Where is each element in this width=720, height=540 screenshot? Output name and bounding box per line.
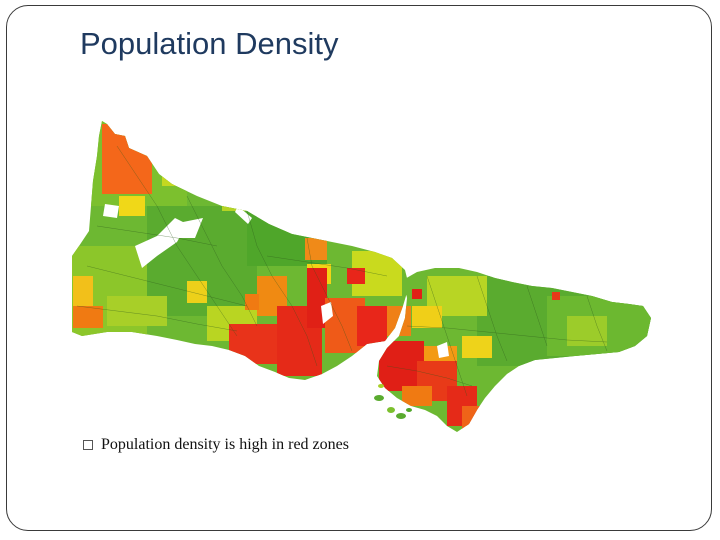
square-bullet-icon [83, 440, 93, 450]
bullet-item: Population density is high in red zones [83, 436, 349, 454]
islands [374, 384, 412, 419]
population-density-map [72, 121, 651, 432]
slide: Population Density [6, 5, 712, 531]
bullet-text: Population density is high in red zones [101, 436, 349, 453]
slide-title: Population Density [80, 26, 339, 61]
